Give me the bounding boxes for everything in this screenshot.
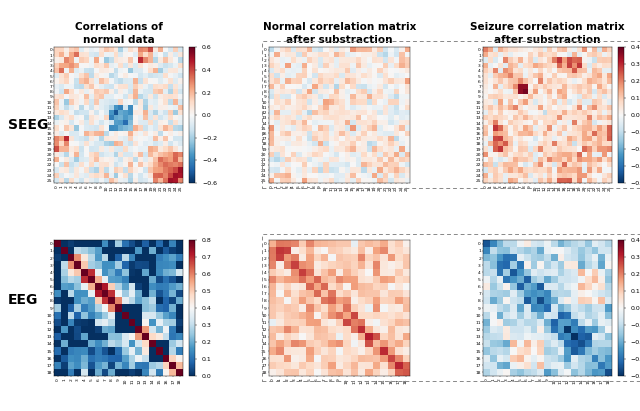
Title: Normal correlation matrix
after substraction: Normal correlation matrix after substrac…: [262, 22, 416, 45]
Title: Seizure correlation matrix
after substraction: Seizure correlation matrix after substra…: [470, 22, 625, 45]
Title: Correlations of
normal data: Correlations of normal data: [75, 22, 163, 45]
Text: EEG: EEG: [8, 293, 38, 307]
Text: SEEG: SEEG: [8, 118, 48, 132]
